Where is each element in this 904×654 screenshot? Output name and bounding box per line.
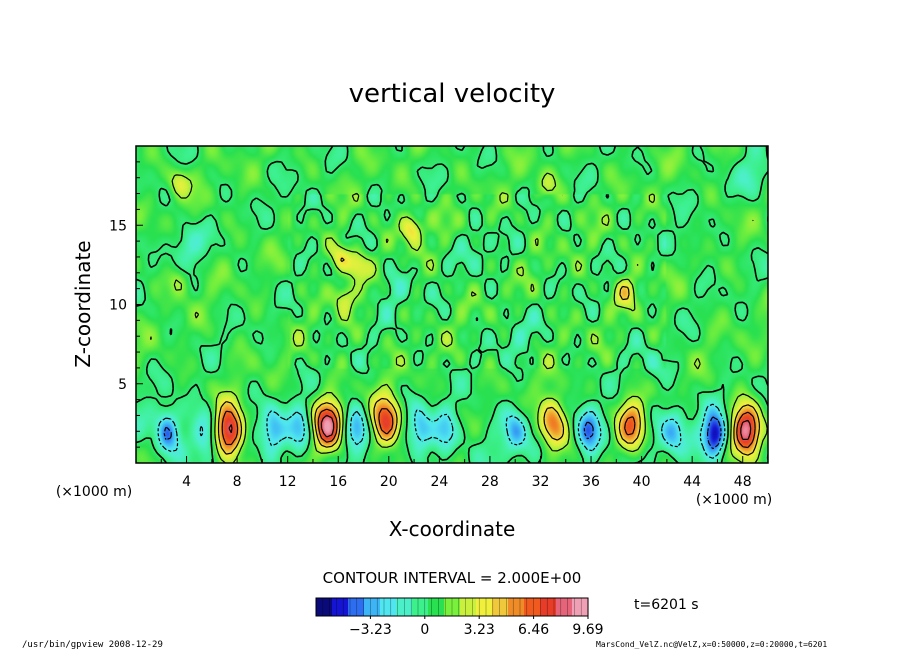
y-axis-label: Z-coordinate	[71, 240, 95, 367]
colorbar-swatch	[412, 598, 429, 616]
x-tick-label: 32	[532, 474, 550, 490]
contour-level	[228, 414, 752, 440]
colorbar-swatch	[572, 598, 589, 616]
x-axis-unit-right: (×1000 m)	[696, 492, 772, 508]
contour-lines	[136, 146, 768, 463]
colorbar-swatch	[460, 598, 477, 616]
colorbar-frame	[315, 597, 589, 617]
contour-level	[221, 408, 756, 449]
time-label: t=6201 s	[634, 597, 699, 613]
x-tick-label: 16	[329, 474, 347, 490]
contour-level	[217, 257, 760, 456]
contour-level	[163, 416, 722, 450]
colorbar-swatch	[348, 598, 365, 616]
colorbar-swatch	[380, 598, 397, 616]
contour-level	[157, 403, 726, 459]
colorbar-swatch	[476, 598, 493, 616]
y-axis: 5 10 15	[109, 161, 143, 448]
colorbar-swatch	[316, 598, 333, 616]
x-tick-label: 24	[430, 474, 448, 490]
x-tick-label: 48	[734, 474, 752, 490]
x-axis-unit-left: (×1000 m)	[56, 484, 132, 500]
contour-level	[136, 146, 768, 463]
x-tick-label: 12	[279, 474, 297, 490]
x-axis-label: X-coordinate	[389, 517, 516, 541]
x-axis: 4 8 12 16 20 24 28 32 36 40 44 48	[160, 456, 752, 490]
x-tick-label: 36	[582, 474, 600, 490]
colorbar-tick-label: 6.46	[518, 622, 549, 638]
chart-title: vertical velocity	[349, 79, 556, 109]
colorbar-tick-label: 3.23	[464, 622, 495, 638]
y-tick-label: 5	[118, 377, 127, 393]
colorbar-swatch	[364, 598, 381, 616]
colorbar-swatch	[524, 598, 541, 616]
contour-interval-note: CONTOUR INTERVAL = 2.000E+00	[323, 569, 582, 587]
colorbar-swatch	[556, 598, 573, 616]
colorbar-tick-label: −3.23	[349, 622, 392, 638]
footer-right: MarsCond_VelZ.nc@VelZ,x=0:50000,z=0:2000…	[596, 640, 828, 649]
x-tick-label: 8	[233, 474, 242, 490]
colorbar-tick-label: 0	[420, 622, 429, 638]
y-tick-label: 10	[109, 298, 127, 314]
footer-left: /usr/bin/gpview 2008-12-29	[22, 640, 163, 650]
colorbar-swatch	[444, 598, 461, 616]
colorbar-swatch	[332, 598, 349, 616]
x-tick-label: 28	[481, 474, 499, 490]
x-tick-label: 20	[380, 474, 398, 490]
colorbar-swatch	[508, 598, 525, 616]
x-tick-label: 40	[633, 474, 651, 490]
colorbar-swatch	[492, 598, 509, 616]
y-tick-label: 15	[109, 218, 127, 234]
plot-area	[135, 145, 769, 464]
colorbar-swatch	[428, 598, 445, 616]
colorbar: −3.23 0 3.23 6.46 9.69	[315, 597, 604, 638]
x-tick-label: 4	[182, 474, 191, 490]
contour-level	[149, 172, 768, 463]
x-tick-label: 44	[683, 474, 701, 490]
colorbar-tick-label: 9.69	[572, 622, 603, 638]
colorbar-swatch	[540, 598, 557, 616]
